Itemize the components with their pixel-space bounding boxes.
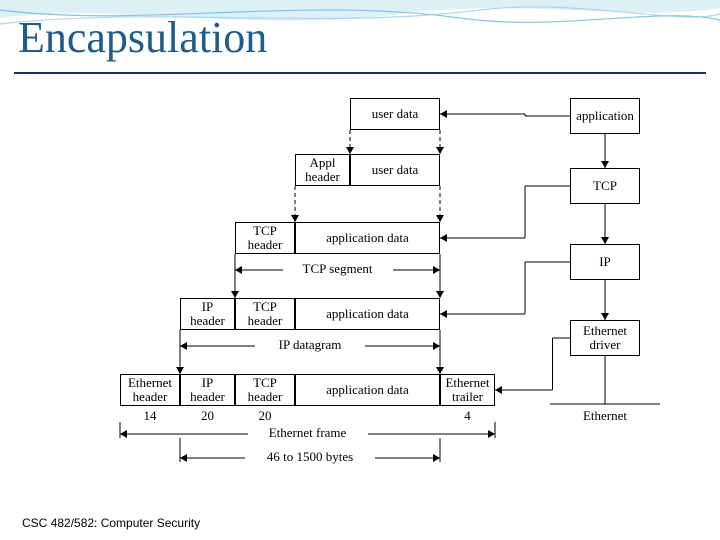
row5-box5: Ethernettrailer — [440, 374, 495, 406]
stack-Ethernet-driver: Ethernetdriver — [570, 320, 640, 356]
stack-IP: IP — [570, 244, 640, 280]
size-label-4: 4 — [440, 408, 495, 424]
row2-box2: user data — [350, 154, 440, 186]
size-label-0: 14 — [120, 408, 180, 424]
row4-box3: application data — [295, 298, 440, 330]
row5-box2: IPheader — [180, 374, 235, 406]
stack-TCP: TCP — [570, 168, 640, 204]
row2-box1: Applheader — [295, 154, 350, 186]
row1-box1: user data — [350, 98, 440, 130]
stack-ethernet-label: Ethernet — [565, 408, 645, 424]
size-label-2: 20 — [235, 408, 295, 424]
footer-text: CSC 482/582: Computer Security — [22, 516, 200, 530]
ethernet-frame-label: Ethernet frame — [248, 425, 368, 441]
encapsulation-diagram: user dataApplheaderuser dataTCPheaderapp… — [60, 88, 660, 498]
row5-box4: application data — [295, 374, 440, 406]
row5-box1: Ethernetheader — [120, 374, 180, 406]
title-underline — [14, 72, 706, 74]
row5-box3: TCPheader — [235, 374, 295, 406]
ip-datagram-label: IP datagram — [255, 337, 365, 353]
row3-box2: application data — [295, 222, 440, 254]
tcp-segment-label: TCP segment — [283, 261, 393, 277]
row4-box2: TCPheader — [235, 298, 295, 330]
row4-box1: IPheader — [180, 298, 235, 330]
page-title: Encapsulation — [18, 12, 267, 63]
stack-application: application — [570, 98, 640, 134]
size-label-1: 20 — [180, 408, 235, 424]
payload-bytes-label: 46 to 1500 bytes — [245, 449, 375, 465]
row3-box1: TCPheader — [235, 222, 295, 254]
